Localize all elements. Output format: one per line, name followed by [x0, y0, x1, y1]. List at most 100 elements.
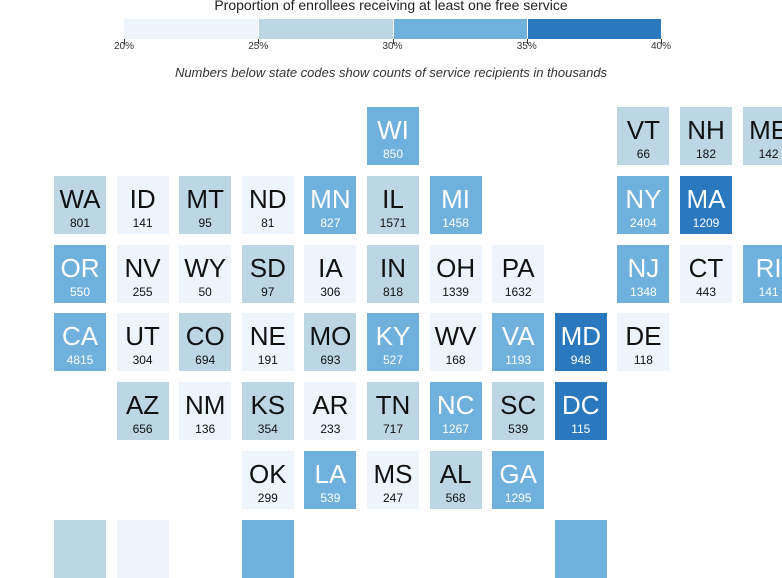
legend-tick [258, 39, 260, 44]
state-tile-pa[interactable]: PA 1632 [492, 244, 545, 303]
recipient-count: 539 [320, 491, 341, 505]
recipient-count: 142 [758, 147, 779, 161]
state-tile-ga[interactable]: GA 1295 [492, 451, 545, 509]
state-tile-ut[interactable]: UT 304 [116, 313, 169, 372]
state-code: AL [439, 459, 472, 489]
state-code: OH [436, 252, 476, 283]
legend-label: 25% [248, 41, 269, 52]
recipient-count: 299 [257, 491, 278, 505]
state-tile-cut-off [54, 519, 106, 578]
recipient-count: 539 [508, 422, 529, 437]
recipient-count: 1632 [504, 284, 532, 299]
state-tile-co[interactable]: CO 694 [179, 313, 232, 372]
state-code: NM [184, 390, 226, 421]
recipient-count: 118 [633, 353, 653, 368]
recipient-count: 694 [195, 353, 216, 368]
state-tile-ia[interactable]: IA 306 [304, 244, 357, 303]
state-code: MT [186, 183, 224, 214]
state-code: RI [755, 252, 782, 283]
state-code: NH [687, 115, 725, 145]
state-tile-wv[interactable]: WV 168 [429, 313, 482, 372]
state-code: KY [375, 321, 411, 352]
state-tile-mt[interactable]: MT 95 [179, 175, 232, 234]
legend-label: 35% [516, 41, 537, 52]
state-tile-or[interactable]: OR 550 [54, 244, 106, 303]
state-tile-nh[interactable]: NH 182 [680, 107, 732, 165]
state-tile-ri[interactable]: RI 141 [742, 244, 782, 303]
recipient-count: 568 [445, 491, 466, 505]
recipient-count: 693 [320, 353, 341, 368]
recipient-count: 527 [382, 353, 404, 368]
state-tile-sc[interactable]: SC 539 [492, 382, 545, 441]
state-tile-ks[interactable]: KS 354 [241, 382, 294, 441]
state-tile-va[interactable]: VA 1193 [492, 313, 545, 372]
state-tile-ky[interactable]: KY 527 [367, 313, 419, 372]
state-code: AZ [125, 390, 160, 421]
state-tile-nc[interactable]: NC 1267 [429, 382, 482, 441]
recipient-count: 141 [758, 284, 779, 299]
recipient-count: 827 [320, 215, 341, 230]
state-tile-ca[interactable]: CA 4815 [54, 313, 106, 372]
recipient-count: 182 [695, 147, 717, 161]
legend-swatch [124, 19, 259, 39]
state-code: MI [441, 183, 471, 214]
state-tile-mi[interactable]: MI 1458 [429, 175, 482, 234]
state-tile-wi[interactable]: WI 850 [367, 107, 419, 165]
legend-label: 30% [382, 41, 403, 52]
state-tile-ms[interactable]: MS 247 [367, 451, 419, 509]
state-tile-nj[interactable]: NJ 1348 [617, 244, 670, 303]
state-tile-ok[interactable]: OK 299 [241, 451, 294, 509]
state-tile-md[interactable]: MD 948 [554, 313, 607, 372]
state-tile-vt[interactable]: VT 66 [617, 107, 670, 165]
state-tile-mn[interactable]: MN 827 [304, 175, 357, 234]
state-tile-ar[interactable]: AR 233 [304, 382, 357, 441]
state-code: MA [686, 183, 726, 214]
state-tile-ma[interactable]: MA 1209 [680, 175, 732, 234]
state-tile-la[interactable]: LA 539 [304, 451, 357, 509]
recipient-count: 168 [445, 353, 466, 368]
state-code: WI [377, 115, 409, 145]
state-code: ID [129, 183, 156, 214]
recipient-count: 233 [320, 422, 341, 437]
legend-label: 40% [650, 41, 672, 52]
state-tile-id[interactable]: ID 141 [116, 175, 169, 234]
state-tile-oh[interactable]: OH 1339 [429, 244, 482, 303]
recipient-count: 1193 [505, 353, 532, 368]
state-tile-tn[interactable]: TN 717 [367, 382, 419, 441]
state-code: DC [562, 390, 600, 421]
state-tile-ct[interactable]: CT 443 [680, 244, 732, 303]
state-tile-nv[interactable]: NV 255 [116, 244, 169, 303]
state-tile-az[interactable]: AZ 656 [116, 382, 169, 441]
state-tile-in[interactable]: IN 818 [367, 244, 419, 303]
recipient-count: 191 [257, 353, 278, 368]
state-tile-ny[interactable]: NY 2404 [617, 175, 670, 234]
recipient-count: 818 [382, 284, 404, 299]
state-tile-nm[interactable]: NM 136 [179, 382, 232, 441]
recipient-count: 95 [198, 215, 212, 230]
state-tile-wy[interactable]: WY 50 [179, 244, 232, 303]
legend-swatch [526, 19, 661, 39]
recipient-count: 948 [570, 353, 591, 368]
state-tile-dc[interactable]: DC 115 [554, 382, 607, 441]
state-tile-ne[interactable]: NE 191 [241, 313, 294, 372]
recipient-count: 1267 [442, 422, 469, 437]
state-tile-cut-off [554, 519, 607, 578]
recipient-count: 656 [132, 422, 153, 437]
state-code: SC [500, 390, 537, 421]
state-tile-al[interactable]: AL 568 [429, 451, 482, 509]
state-code: NJ [627, 252, 660, 283]
state-tile-mo[interactable]: MO 693 [304, 313, 357, 372]
recipient-count: 255 [132, 284, 153, 299]
legend-swatch [392, 19, 527, 39]
state-code: NY [625, 183, 662, 214]
state-tile-sd[interactable]: SD 97 [241, 244, 294, 303]
state-code: CO [185, 321, 225, 352]
state-code: SD [249, 252, 286, 283]
state-code: CA [61, 321, 99, 352]
state-tile-de[interactable]: DE 118 [617, 313, 670, 372]
state-tile-il[interactable]: IL 1571 [367, 175, 419, 234]
state-tile-wa[interactable]: WA 801 [54, 175, 106, 234]
recipient-count: 66 [636, 147, 651, 161]
state-tile-me[interactable]: ME 142 [742, 107, 782, 165]
state-tile-nd[interactable]: ND 81 [241, 175, 294, 234]
